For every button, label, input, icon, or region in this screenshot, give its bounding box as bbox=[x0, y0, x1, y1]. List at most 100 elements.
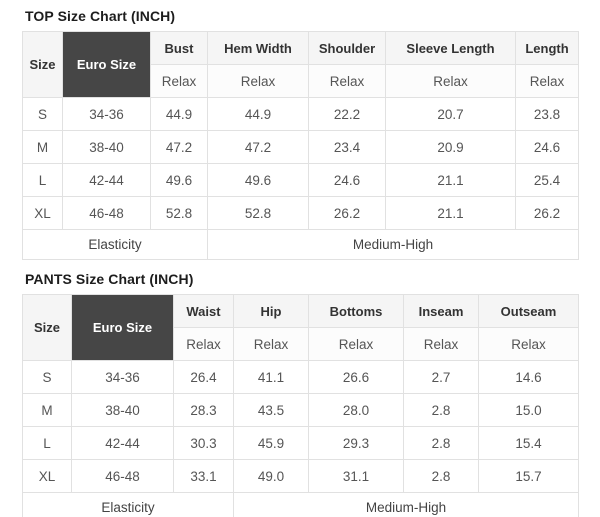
size-label: XL bbox=[22, 196, 63, 230]
measure-value: 15.4 bbox=[478, 426, 579, 460]
elasticity-value: Medium-High bbox=[207, 229, 579, 260]
top-fit-length: Relax bbox=[515, 64, 579, 98]
top-col-header-sleeve-length: Sleeve Length bbox=[385, 31, 516, 65]
pants-fit-outseam: Relax bbox=[478, 327, 579, 361]
measure-value: 28.0 bbox=[308, 393, 404, 427]
measure-value: 52.8 bbox=[207, 196, 309, 230]
size-label: M bbox=[22, 130, 63, 164]
top-col-header-bust: Bust bbox=[150, 31, 208, 65]
table-row-top-xl: XL 46-48 52.8 52.8 26.2 21.1 26.2 bbox=[22, 196, 579, 230]
euro-size-value: 42-44 bbox=[71, 426, 174, 460]
measure-value: 44.9 bbox=[150, 97, 208, 131]
size-label: S bbox=[22, 97, 63, 131]
measure-value: 23.8 bbox=[515, 97, 579, 131]
measure-value: 14.6 bbox=[478, 360, 579, 394]
measure-value: 47.2 bbox=[207, 130, 309, 164]
top-fit-row: Relax Relax Relax Relax Relax bbox=[23, 64, 579, 98]
top-fit-shoulder: Relax bbox=[308, 64, 386, 98]
measure-value: 2.8 bbox=[403, 459, 479, 493]
elasticity-label: Elasticity bbox=[22, 492, 234, 517]
euro-size-value: 46-48 bbox=[71, 459, 174, 493]
pants-col-header-bottoms: Bottoms bbox=[308, 294, 404, 328]
euro-size-value: 34-36 bbox=[62, 97, 151, 131]
measure-value: 49.6 bbox=[207, 163, 309, 197]
euro-size-value: 34-36 bbox=[71, 360, 174, 394]
elasticity-label: Elasticity bbox=[22, 229, 208, 260]
measure-value: 20.9 bbox=[385, 130, 516, 164]
top-elasticity-row: Elasticity Medium-High bbox=[22, 229, 579, 260]
measure-value: 2.8 bbox=[403, 393, 479, 427]
pants-size-chart-section: PANTS Size Chart (INCH) Size Euro Size W… bbox=[22, 269, 579, 517]
measure-value: 44.9 bbox=[207, 97, 309, 131]
table-row-top-l: L 42-44 49.6 49.6 24.6 21.1 25.4 bbox=[22, 163, 579, 197]
top-size-table: Size Euro Size Bust Hem Width Shoulder S… bbox=[22, 31, 579, 260]
euro-size-value: 38-40 bbox=[62, 130, 151, 164]
measure-value: 2.7 bbox=[403, 360, 479, 394]
euro-size-value: 42-44 bbox=[62, 163, 151, 197]
top-fit-sleeve-length: Relax bbox=[385, 64, 516, 98]
measure-value: 28.3 bbox=[173, 393, 234, 427]
pants-chart-title: PANTS Size Chart (INCH) bbox=[25, 271, 194, 287]
pants-col-header-hip: Hip bbox=[233, 294, 309, 328]
measure-value: 25.4 bbox=[515, 163, 579, 197]
pants-fit-row: Relax Relax Relax Relax Relax bbox=[23, 327, 579, 361]
measure-value: 52.8 bbox=[150, 196, 208, 230]
measure-value: 43.5 bbox=[233, 393, 309, 427]
pants-fit-inseam: Relax bbox=[403, 327, 479, 361]
measure-value: 20.7 bbox=[385, 97, 516, 131]
measure-value: 30.3 bbox=[173, 426, 234, 460]
measure-value: 33.1 bbox=[173, 459, 234, 493]
top-col-header-shoulder: Shoulder bbox=[308, 31, 386, 65]
measure-value: 2.8 bbox=[403, 426, 479, 460]
measure-value: 41.1 bbox=[233, 360, 309, 394]
pants-header-row: Size Euro Size Waist Hip Bottoms Inseam … bbox=[22, 294, 579, 361]
table-row-pants-xl: XL 46-48 33.1 49.0 31.1 2.8 15.7 bbox=[22, 459, 579, 493]
measure-value: 22.2 bbox=[308, 97, 386, 131]
top-fit-bust: Relax bbox=[150, 64, 208, 98]
measure-value: 24.6 bbox=[308, 163, 386, 197]
measure-value: 26.4 bbox=[173, 360, 234, 394]
pants-col-header-outseam: Outseam bbox=[478, 294, 579, 328]
size-label: S bbox=[22, 360, 72, 394]
table-row-pants-m: M 38-40 28.3 43.5 28.0 2.8 15.0 bbox=[22, 393, 579, 427]
measure-value: 26.2 bbox=[308, 196, 386, 230]
elasticity-value: Medium-High bbox=[233, 492, 579, 517]
measure-value: 21.1 bbox=[385, 196, 516, 230]
table-row-top-m: M 38-40 47.2 47.2 23.4 20.9 24.6 bbox=[22, 130, 579, 164]
measure-value: 26.6 bbox=[308, 360, 404, 394]
measure-value: 21.1 bbox=[385, 163, 516, 197]
measure-value: 49.6 bbox=[150, 163, 208, 197]
measure-value: 15.7 bbox=[478, 459, 579, 493]
measure-value: 24.6 bbox=[515, 130, 579, 164]
pants-size-table: Size Euro Size Waist Hip Bottoms Inseam … bbox=[22, 294, 579, 517]
pants-col-header-euro-size: Euro Size bbox=[71, 294, 174, 361]
euro-size-value: 46-48 bbox=[62, 196, 151, 230]
top-chart-title: TOP Size Chart (INCH) bbox=[25, 8, 176, 24]
top-fit-hem-width: Relax bbox=[207, 64, 309, 98]
size-label: M bbox=[22, 393, 72, 427]
top-col-header-euro-size: Euro Size bbox=[62, 31, 151, 98]
measure-value: 23.4 bbox=[308, 130, 386, 164]
size-label: L bbox=[22, 426, 72, 460]
measure-value: 31.1 bbox=[308, 459, 404, 493]
measure-value: 29.3 bbox=[308, 426, 404, 460]
table-row-top-s: S 34-36 44.9 44.9 22.2 20.7 23.8 bbox=[22, 97, 579, 131]
measure-value: 45.9 bbox=[233, 426, 309, 460]
top-size-chart-section: TOP Size Chart (INCH) Size Euro Size Bus… bbox=[22, 6, 579, 260]
pants-fit-hip: Relax bbox=[233, 327, 309, 361]
size-label: L bbox=[22, 163, 63, 197]
pants-fit-bottoms: Relax bbox=[308, 327, 404, 361]
pants-fit-waist: Relax bbox=[173, 327, 234, 361]
pants-col-header-waist: Waist bbox=[173, 294, 234, 328]
pants-elasticity-row: Elasticity Medium-High bbox=[22, 492, 579, 517]
table-row-pants-l: L 42-44 30.3 45.9 29.3 2.8 15.4 bbox=[22, 426, 579, 460]
table-row-pants-s: S 34-36 26.4 41.1 26.6 2.7 14.6 bbox=[22, 360, 579, 394]
top-col-header-length: Length bbox=[515, 31, 579, 65]
euro-size-value: 38-40 bbox=[71, 393, 174, 427]
top-header-row: Size Euro Size Bust Hem Width Shoulder S… bbox=[22, 31, 579, 98]
measure-value: 26.2 bbox=[515, 196, 579, 230]
top-col-header-size: Size bbox=[22, 31, 63, 98]
top-col-header-hem-width: Hem Width bbox=[207, 31, 309, 65]
measure-value: 15.0 bbox=[478, 393, 579, 427]
